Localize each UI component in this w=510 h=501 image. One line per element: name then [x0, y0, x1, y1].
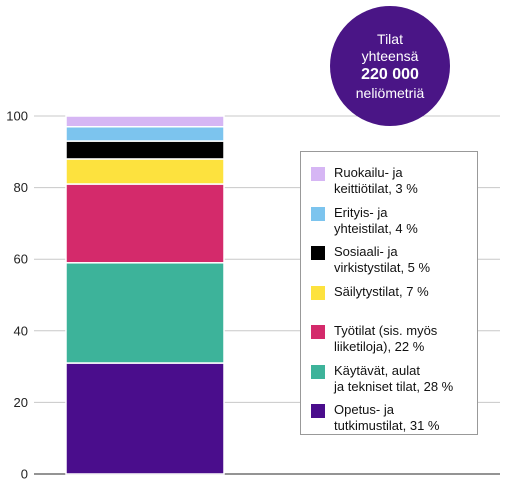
legend-item: Käytävät, aulat ja tekniset tilat, 28 %: [311, 363, 471, 401]
legend-item: Ruokailu- ja keittiötilat, 3 %: [311, 165, 471, 203]
y-tick-label: 100: [6, 109, 28, 124]
y-tick-label: 0: [21, 467, 28, 482]
legend-item: Työtilat (sis. myös liiketiloja), 22 %: [311, 323, 471, 361]
legend-swatch: [311, 325, 325, 339]
badge-unit: neliömetriä: [355, 84, 425, 101]
total-area-badge: Tilat yhteensä 220 000 neliömetriä: [330, 6, 450, 126]
legend-label-line: Ruokailu- ja: [334, 165, 403, 180]
y-tick-label: 20: [14, 395, 28, 410]
legend-label-line: yhteistilat, 4 %: [334, 220, 418, 236]
legend-item: Erityis- ja yhteistilat, 4 %: [311, 205, 471, 243]
legend-item: Sosiaali- ja virkistystilat, 5 %: [311, 244, 471, 282]
legend-label: Käytävät, aulat ja tekniset tilat, 28 %: [334, 363, 453, 395]
y-tick-label: 60: [14, 252, 28, 267]
bar-segment-3: [65, 183, 225, 264]
y-axis: 0 20 40 60 80 100: [6, 109, 28, 482]
bar-segment-6: [65, 125, 225, 142]
bar-segment-4: [65, 158, 225, 185]
legend-label-line: ja tekniset tilat, 28 %: [334, 378, 454, 394]
y-tick-label: 80: [14, 180, 28, 195]
legend-swatch: [311, 364, 325, 379]
legend: Ruokailu- ja keittiötilat, 3 % Erityis- ja…: [300, 151, 478, 435]
legend-swatch: [311, 167, 325, 181]
legend-label-line: virkistystilat, 5 %: [334, 260, 431, 275]
legend-label: Ruokailu- ja keittiötilat, 3 %: [334, 165, 418, 197]
legend-label-line: tutkimustilat, 31 %: [334, 418, 440, 433]
legend-swatch: [311, 404, 325, 418]
legend-label-line: Erityis- ja: [334, 204, 388, 220]
legend-label-line: Sosiaali- ja: [334, 244, 398, 259]
bar-segment-1: [65, 362, 225, 475]
legend-item: Säilytystilat, 7 %: [311, 284, 471, 322]
bar-segment-5: [65, 140, 225, 160]
legend-label-line: Säilytystilat, 7 %: [334, 283, 429, 299]
badge-value: 220 000: [361, 65, 419, 83]
legend-label: Työtilat (sis. myös liiketiloja), 22 %: [334, 323, 437, 355]
legend-swatch: [311, 246, 325, 260]
legend-item: Opetus- ja tutkimustilat, 31 %: [311, 402, 471, 440]
legend-label: Sosiaali- ja virkistystilat, 5 %: [334, 244, 430, 276]
bar-segment-7: [65, 115, 225, 128]
legend-label-line: Työtilat (sis. myös: [334, 323, 438, 338]
legend-label-line: liiketiloja), 22 %: [334, 339, 425, 354]
badge-line-1: Tilat: [377, 30, 403, 47]
y-tick-label: 40: [14, 323, 28, 338]
legend-label: Säilytystilat, 7 %: [334, 284, 429, 300]
legend-swatch: [311, 206, 325, 221]
stacked-bar: [65, 115, 225, 475]
legend-label-line: Opetus- ja: [334, 402, 394, 417]
legend-label: Erityis- ja yhteistilat, 4 %: [334, 205, 418, 237]
badge-line-2: yhteensä: [361, 47, 419, 64]
bar-segment-2: [65, 262, 225, 364]
legend-label-line: keittiötilat, 3 %: [334, 181, 418, 196]
legend-swatch: [311, 285, 325, 300]
legend-label: Opetus- ja tutkimustilat, 31 %: [334, 402, 440, 434]
legend-label-line: Käytävät, aulat: [334, 362, 420, 378]
